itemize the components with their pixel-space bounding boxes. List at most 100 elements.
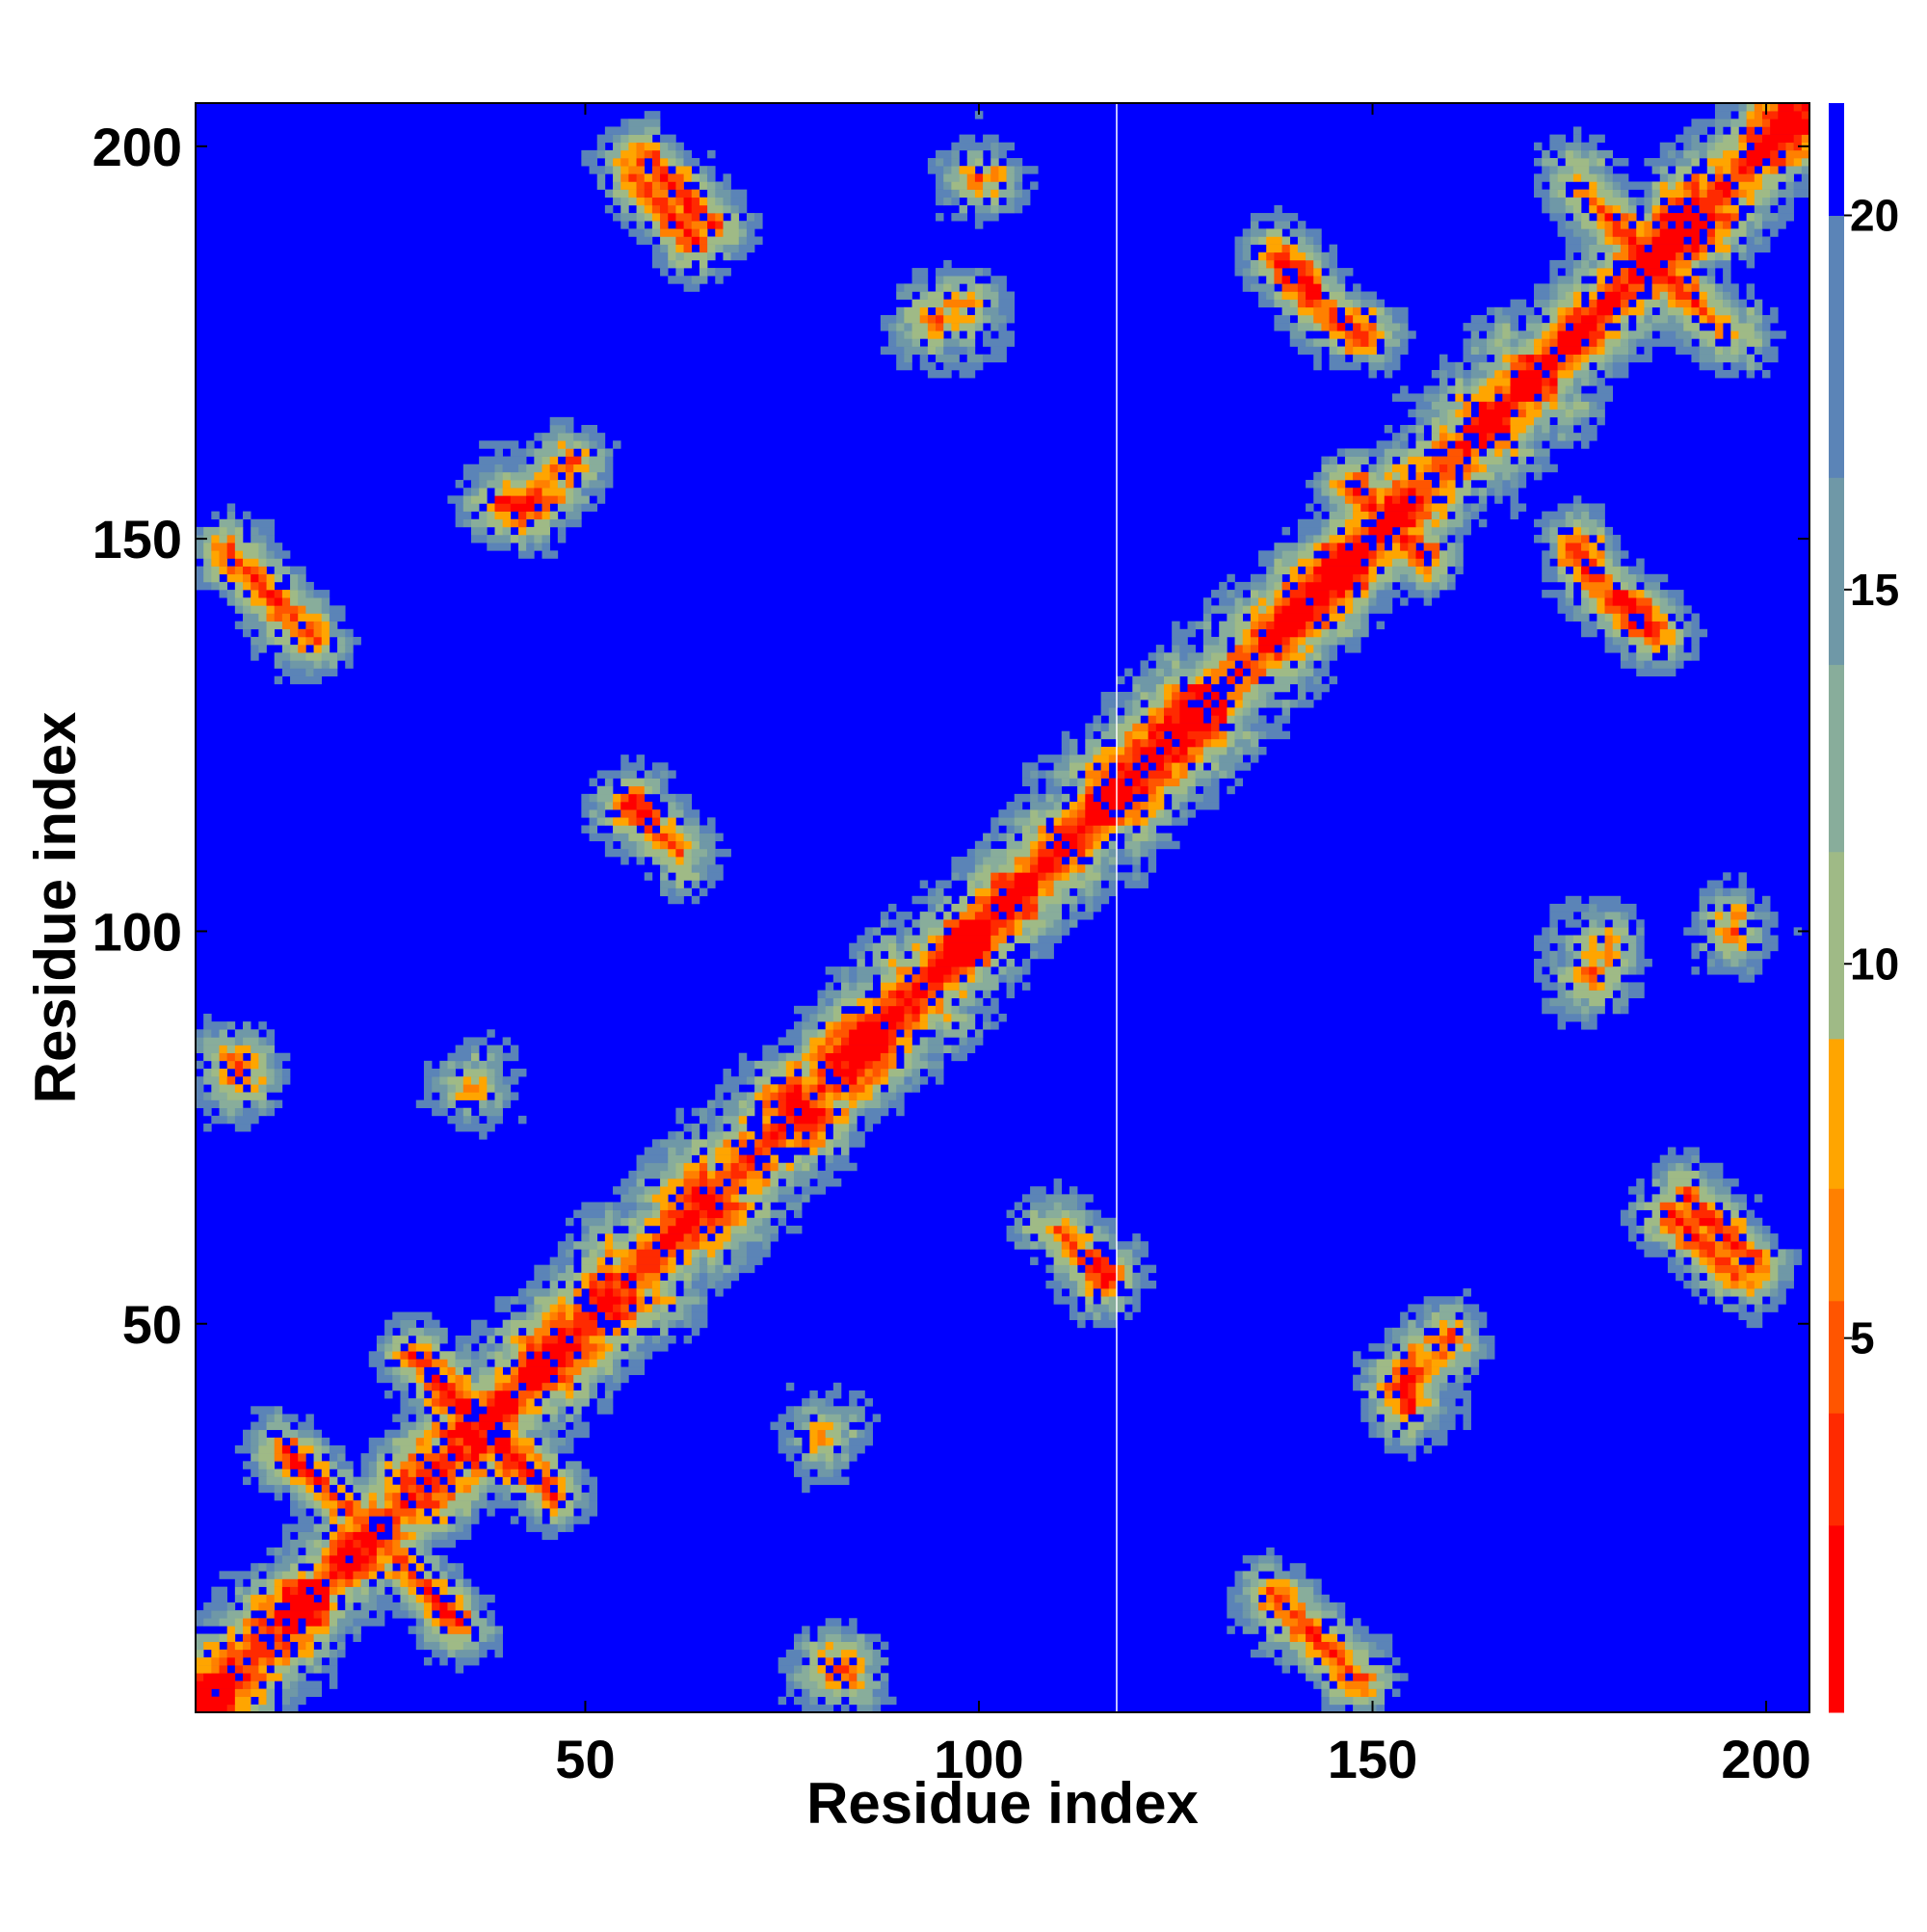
heatmap-cell [432,1107,448,1117]
heatmap-cell [258,1461,267,1469]
heatmap-cell [1447,1319,1456,1329]
heatmap-cell [518,1421,535,1431]
heatmap-cell [415,1382,425,1391]
heatmap-cell [1329,480,1338,489]
heatmap-cell [1518,346,1535,355]
heatmap-cell [321,1594,330,1603]
heatmap-cell [1179,707,1204,716]
heatmap-cell [305,1547,323,1556]
heatmap-cell [1140,1241,1148,1250]
heatmap-cell [880,974,897,983]
heatmap-cell [1738,935,1747,943]
heatmap-cell [943,935,991,943]
heatmap-cell [266,558,283,567]
heatmap-cell [730,1092,748,1100]
heatmap-cell [1321,503,1330,512]
heatmap-cell [502,1076,519,1085]
heatmap-cell [943,912,952,920]
heatmap-cell [841,1131,850,1140]
heatmap-cell [832,974,842,983]
heatmap-cell [660,778,669,787]
heatmap-cell [1667,1257,1676,1265]
heatmap-cell [526,1453,535,1462]
heatmap-cell [888,942,897,952]
heatmap-cell [793,1665,803,1674]
heatmap-cell [1321,1704,1346,1713]
heatmap-cell [1344,1665,1354,1674]
heatmap-cell [990,895,1023,905]
heatmap-cell [581,1343,598,1352]
heatmap-cell [534,1304,542,1312]
heatmap-cell [392,1366,401,1376]
heatmap-cell [943,1021,952,1030]
heatmap-cell [1557,966,1567,975]
heatmap-cell [1289,573,1299,583]
heatmap-cell [1391,354,1401,363]
heatmap-cell [1360,291,1377,300]
heatmap-cell [1258,605,1267,614]
heatmap-cell [251,1469,259,1477]
heatmap-cell [911,990,929,998]
heatmap-cell [290,573,299,583]
heatmap-cell [274,1060,283,1070]
heatmap-cell [1132,754,1141,763]
heatmap-cell [1014,809,1031,818]
heatmap-cell [573,433,590,441]
heatmap-cell [1219,730,1227,740]
heatmap-cell [211,1069,220,1077]
heatmap-cell [1534,401,1543,410]
heatmap-cell [243,1681,251,1689]
heatmap-cell [1061,817,1078,826]
heatmap-cell [573,1406,582,1415]
heatmap-cell [1597,613,1605,622]
heatmap-cell [479,1099,488,1109]
heatmap-cell [1431,581,1440,591]
heatmap-cell [1628,566,1645,575]
heatmap-cell [1313,488,1322,496]
heatmap-cell [258,1696,267,1706]
heatmap-cell [266,1626,276,1634]
heatmap-cell [1085,730,1094,740]
heatmap-cell [849,1084,865,1093]
heatmap-cell [432,1390,440,1399]
heatmap-cell [651,857,661,865]
heatmap-cell [919,950,929,960]
heatmap-cell [1691,1257,1700,1265]
heatmap-cell [1053,1288,1063,1297]
heatmap-cell [1659,1186,1669,1195]
heatmap-cell [211,1586,227,1596]
heatmap-cell [1006,314,1016,324]
heatmap-cell [1289,652,1307,661]
heatmap-cell [1030,1186,1046,1195]
heatmap-cell [1376,495,1386,504]
heatmap-cell [1620,1005,1629,1015]
heatmap-cell [1100,1225,1110,1234]
heatmap-cell [1549,401,1558,410]
heatmap-cell [1391,1437,1401,1446]
heatmap-cell [541,543,550,551]
heatmap-cell [479,1343,488,1352]
heatmap-cell [1581,314,1597,324]
heatmap-cell [832,1688,842,1698]
heatmap-cell [243,1673,251,1681]
heatmap-cell [793,1437,803,1446]
heatmap-cell [479,1107,503,1117]
heatmap-cell [762,1052,779,1062]
heatmap-cell [644,872,653,881]
heatmap-cell [1463,1311,1471,1320]
heatmap-cell [1336,636,1346,646]
heatmap-cell [526,543,535,551]
heatmap-cell [1408,409,1416,418]
heatmap-cell [1659,1202,1676,1210]
heatmap-cell [566,495,574,504]
heatmap-cell [1038,880,1054,888]
heatmap-cell [793,1641,803,1651]
heatmap-cell [1093,715,1101,724]
heatmap-cell [290,1461,306,1469]
heatmap-cell [1581,346,1590,355]
heatmap-cell [1006,974,1016,983]
heatmap-cell [329,660,338,669]
heatmap-cell [1730,331,1739,339]
heatmap-cell [951,1052,968,1062]
heatmap-cell [651,1202,661,1210]
